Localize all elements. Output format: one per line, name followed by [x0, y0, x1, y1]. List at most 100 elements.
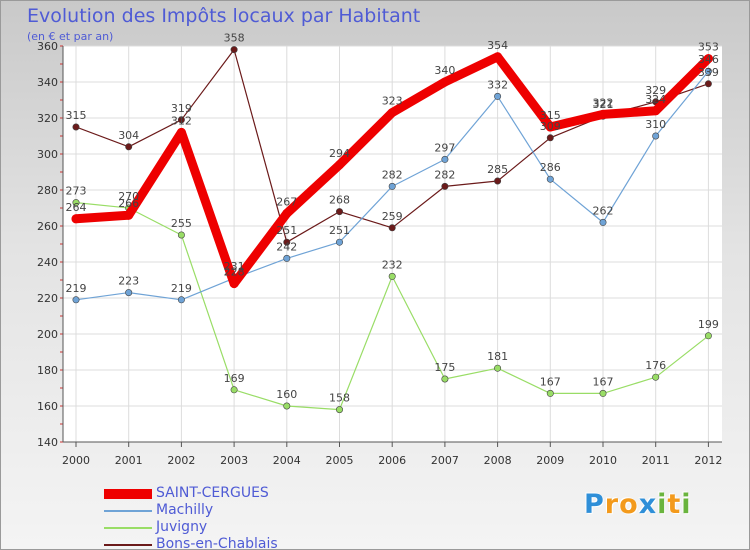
data-label: 282 [434, 168, 455, 181]
legend-swatch [104, 510, 152, 512]
y-tick-label: 360 [37, 40, 58, 53]
data-point-bons-en-chablais [177, 116, 185, 124]
data-label: 294 [329, 147, 350, 160]
data-label: 268 [329, 194, 350, 207]
y-tick-label: 240 [37, 256, 58, 269]
x-tick-label: 2001 [115, 454, 143, 467]
data-label: 340 [434, 64, 455, 77]
x-tick-label: 2008 [484, 454, 512, 467]
data-point-saint-cergues [387, 108, 397, 118]
y-tick-label: 300 [37, 148, 58, 161]
data-label: 304 [118, 129, 139, 142]
y-tick-label: 200 [37, 328, 58, 341]
data-point-machilly [546, 175, 554, 183]
data-label: 309 [540, 120, 561, 133]
data-point-saint-cergues [440, 77, 450, 87]
data-point-bons-en-chablais [125, 143, 133, 151]
data-label: 354 [487, 39, 508, 52]
data-label: 315 [540, 109, 561, 122]
data-point-bons-en-chablais [72, 123, 80, 131]
data-label: 199 [698, 318, 719, 331]
data-point-machilly [652, 132, 660, 140]
data-point-saint-cergues [493, 52, 503, 62]
data-point-bons-en-chablais [335, 208, 343, 216]
y-tick-label: 260 [37, 220, 58, 233]
data-label: 231 [224, 260, 245, 273]
data-label: 181 [487, 350, 508, 363]
data-label: 332 [487, 78, 508, 91]
data-point-saint-cergues [124, 210, 134, 220]
data-label: 282 [382, 168, 403, 181]
data-label: 176 [645, 359, 666, 372]
data-point-machilly [335, 238, 343, 246]
data-label: 259 [382, 210, 403, 223]
brand-letter: P [584, 489, 605, 520]
data-label: 339 [698, 66, 719, 79]
data-point-bons-en-chablais [704, 80, 712, 88]
y-tick-label: 340 [37, 76, 58, 89]
data-point-saint-cergues [703, 54, 713, 64]
chart-title: Evolution des Impôts locaux par Habitant [27, 5, 421, 27]
data-label: 322 [593, 96, 614, 109]
data-label: 264 [66, 201, 87, 214]
x-tick-label: 2000 [62, 454, 90, 467]
data-label: 242 [276, 240, 297, 253]
data-point-saint-cergues [545, 122, 555, 132]
data-point-saint-cergues [598, 109, 608, 119]
data-point-machilly [72, 296, 80, 304]
data-point-bons-en-chablais [546, 134, 554, 142]
brand-letter: t [667, 489, 682, 520]
brand-letter: x [638, 489, 658, 520]
brand-letter: r [604, 489, 620, 520]
data-label: 310 [645, 118, 666, 131]
data-label: 167 [593, 375, 614, 388]
legend-label: Bons-en-Chablais [156, 536, 278, 550]
data-point-saint-cergues [71, 214, 81, 224]
data-label: 358 [224, 32, 245, 45]
data-label: 228 [224, 266, 245, 279]
data-point-machilly [388, 182, 396, 190]
y-tick-label: 160 [37, 400, 58, 413]
data-point-bons-en-chablais [494, 177, 502, 185]
x-tick-label: 2010 [589, 454, 617, 467]
data-label: 346 [698, 53, 719, 66]
x-tick-label: 2009 [536, 454, 564, 467]
y-tick-label: 320 [37, 112, 58, 125]
y-tick-label: 220 [37, 292, 58, 305]
legend-label: SAINT-CERGUES [156, 485, 269, 501]
data-point-juvigny [441, 375, 449, 383]
data-label: 262 [593, 204, 614, 217]
data-label: 266 [118, 197, 139, 210]
chart-subtitle: (en € et par an) [27, 30, 114, 43]
data-point-saint-cergues [176, 127, 186, 137]
x-tick-label: 2007 [431, 454, 459, 467]
data-point-juvigny [546, 389, 554, 397]
data-label: 273 [66, 185, 87, 198]
data-point-saint-cergues [229, 279, 239, 289]
data-label: 232 [382, 258, 403, 271]
x-tick-label: 2005 [326, 454, 354, 467]
data-label: 353 [698, 41, 719, 54]
data-label: 312 [171, 114, 192, 127]
data-point-juvigny [283, 402, 291, 410]
data-point-bons-en-chablais [230, 46, 238, 54]
data-label: 223 [118, 275, 139, 288]
data-label: 267 [276, 195, 297, 208]
data-label: 319 [171, 102, 192, 115]
legend-label: Juvigny [156, 519, 208, 535]
x-tick-label: 2012 [694, 454, 722, 467]
legend-swatch [104, 527, 152, 529]
data-label: 285 [487, 163, 508, 176]
data-label: 160 [276, 388, 297, 401]
data-point-saint-cergues [282, 208, 292, 218]
x-tick-label: 2004 [273, 454, 301, 467]
y-tick-label: 280 [37, 184, 58, 197]
data-point-machilly [599, 218, 607, 226]
data-label: 297 [434, 141, 455, 154]
data-point-machilly [125, 289, 133, 297]
y-tick-label: 140 [37, 436, 58, 449]
data-point-saint-cergues [651, 106, 661, 116]
data-label: 321 [593, 98, 614, 111]
brand-letter: i [681, 489, 692, 520]
